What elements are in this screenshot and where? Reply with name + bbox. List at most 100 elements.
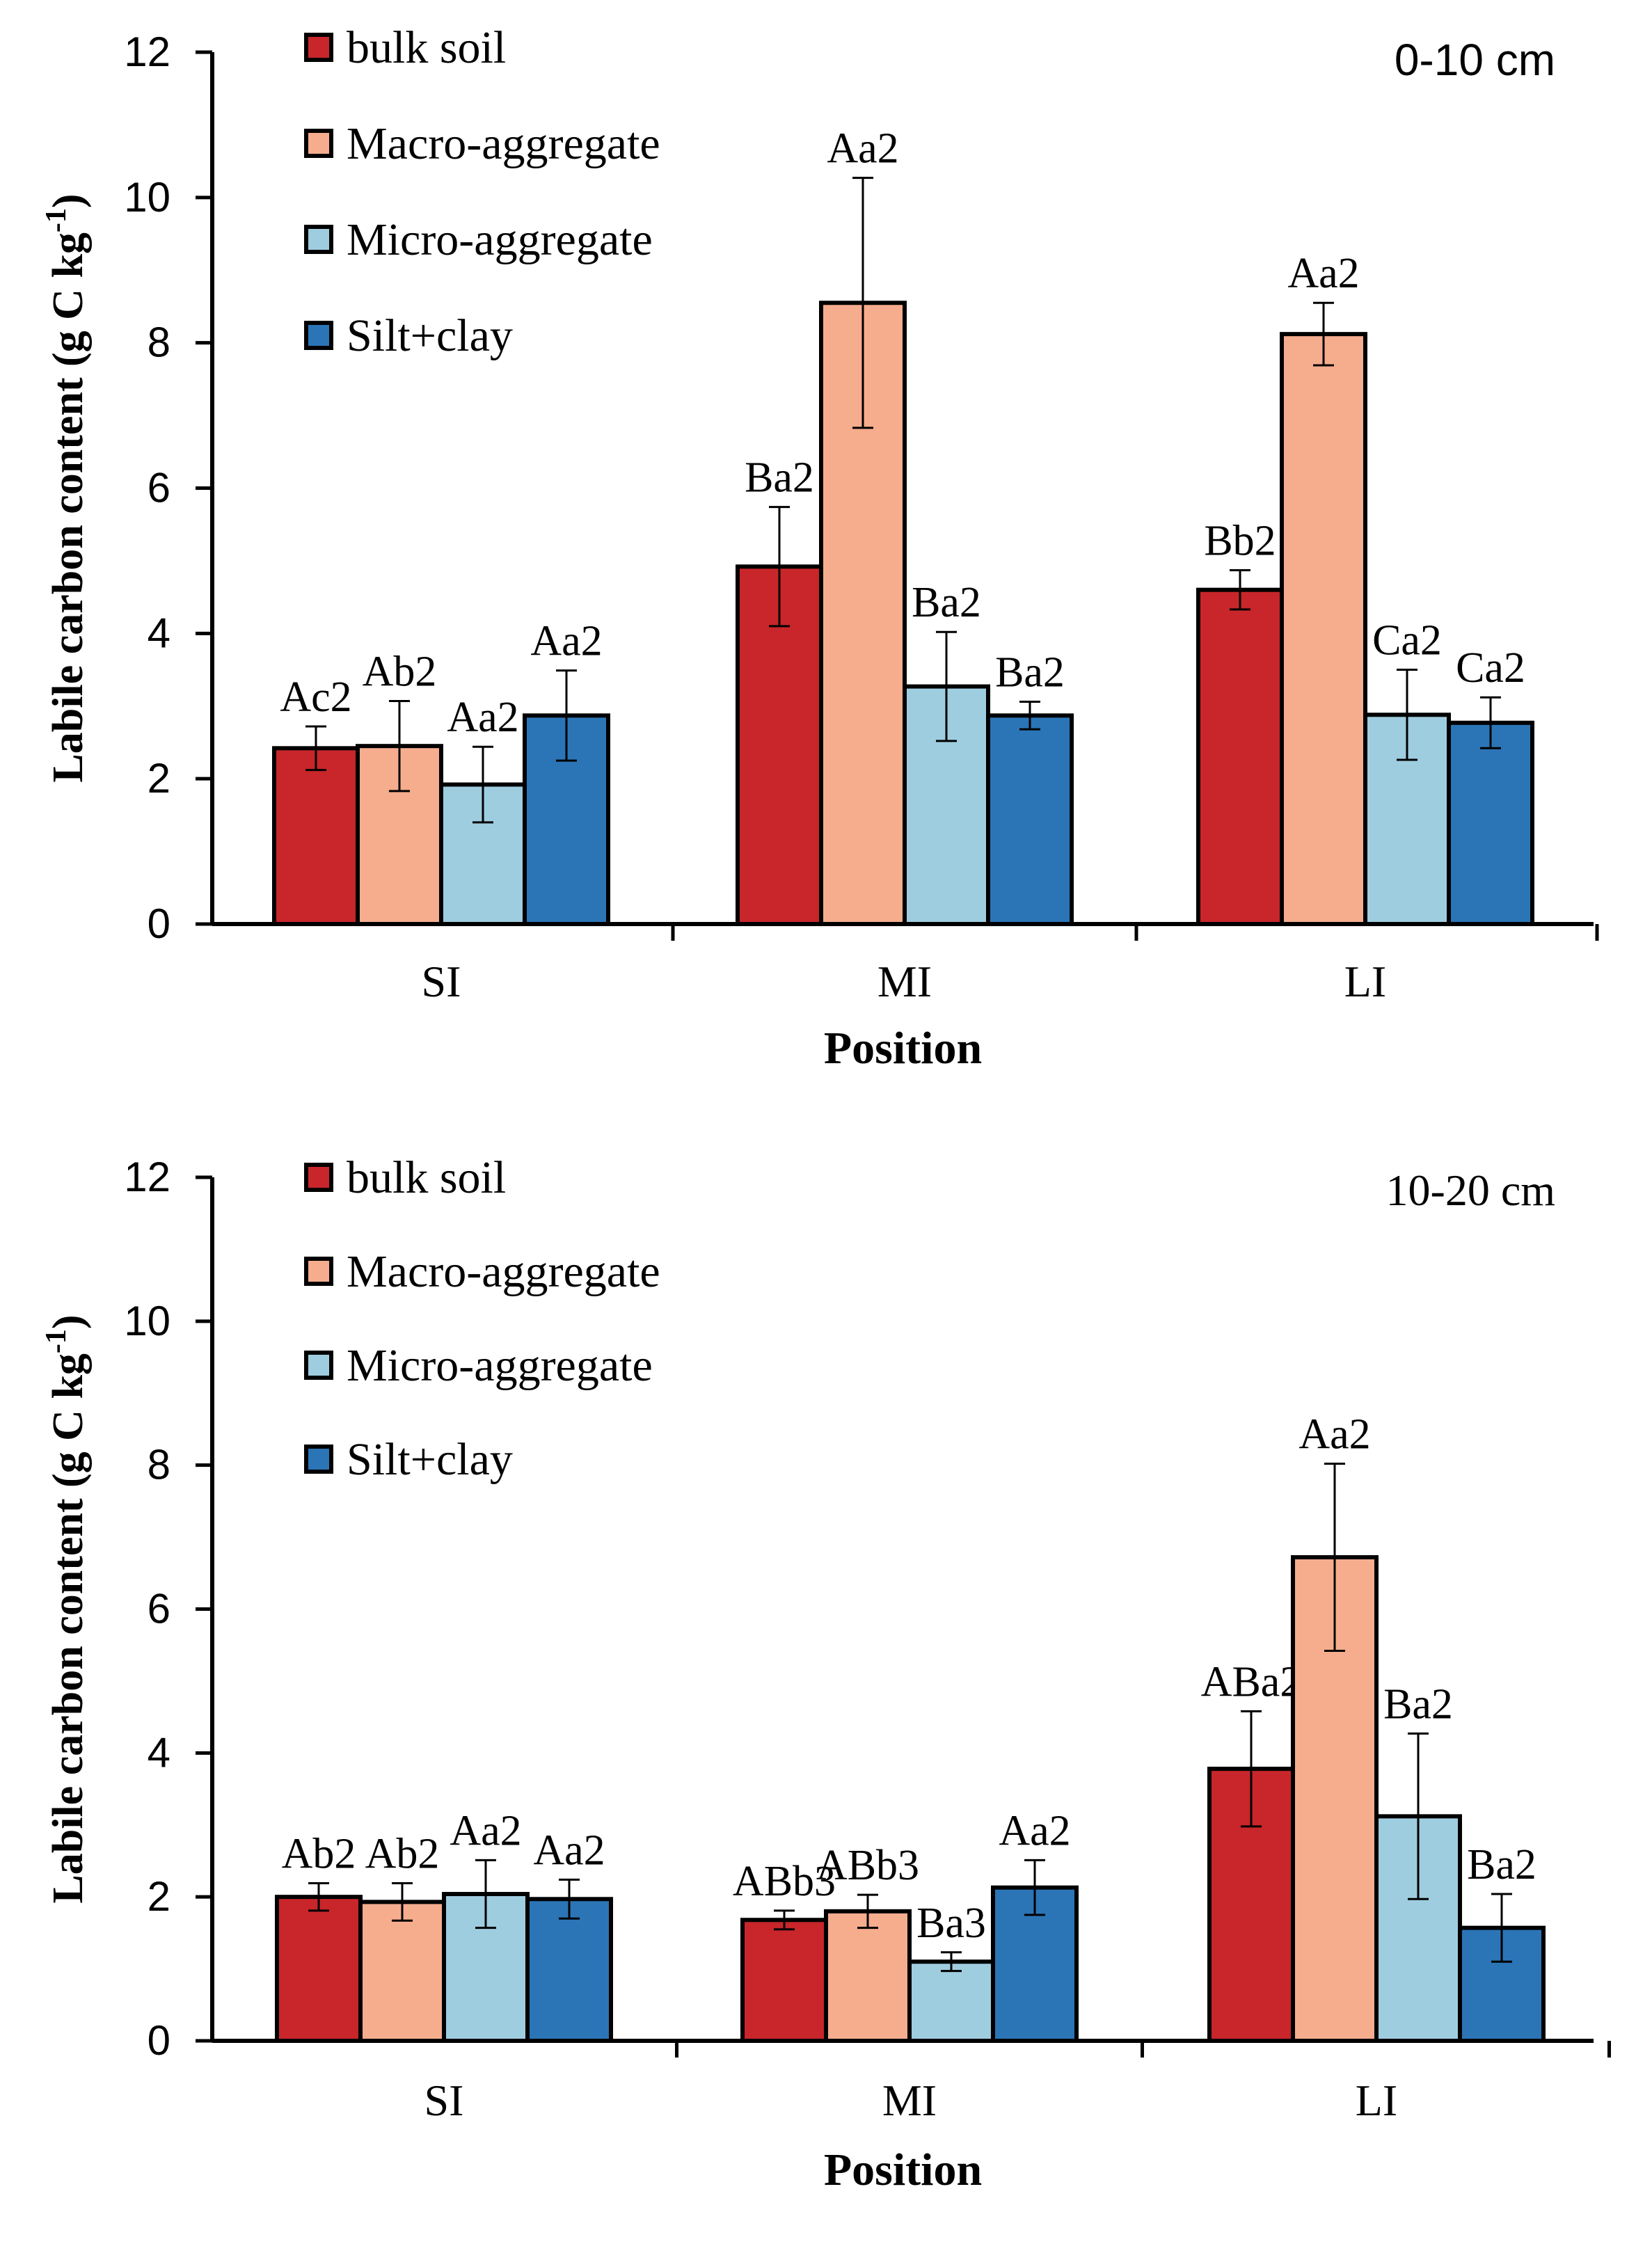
y-tick-label: 2: [148, 755, 170, 802]
x-tick-label: MI: [877, 957, 932, 1006]
bar-macro-aggregate-si: [358, 1900, 446, 2043]
legend-swatch: [304, 321, 333, 350]
significance-label: Ac2: [280, 674, 351, 721]
error-bar: [1491, 1893, 1512, 1963]
legend-swatch: [304, 33, 333, 62]
bar-macro-aggregate-mi: [824, 1909, 912, 2044]
bar-silt-clay-li: [1447, 720, 1534, 927]
significance-label: Aa2: [533, 1827, 605, 1874]
legend-swatch: [304, 1445, 333, 1474]
significance-label: Ba2: [1467, 1841, 1536, 1888]
x-tick-label: SI: [422, 957, 461, 1006]
bar-micro-aggregate-mi: [907, 1959, 995, 2044]
bar-bulk-soil-li: [1207, 1767, 1295, 2043]
x-tick-label: LI: [1344, 957, 1386, 1006]
y-tick-label: 4: [148, 1729, 170, 1776]
y-tick-label: 0: [148, 900, 170, 947]
error-bar: [559, 1878, 580, 1920]
legend-label: Micro-aggregate: [347, 1340, 653, 1391]
significance-label: ABa2: [1201, 1658, 1302, 1705]
significance-label: ABb3: [816, 1842, 919, 1889]
error-bar: [1408, 1732, 1429, 1900]
significance-label: Ba2: [995, 648, 1065, 696]
bar-bulk-soil-si: [272, 746, 360, 926]
significance-label: Aa2: [1298, 1411, 1370, 1458]
chart-panel-1: Ab2 ABb3 ABa2 Ab2 ABb3 Aa2 Aa2 Ba3 Ba2 Aa2 Aa2 Ba2 0…: [40, 1152, 1611, 2195]
error-bar: [392, 1882, 413, 1922]
y-axis-label: Labile carbon content (g C kg-1): [40, 1314, 92, 1903]
significance-label: Aa2: [999, 1807, 1070, 1854]
x-axis-label: Position: [824, 2144, 982, 2195]
error-bar: [472, 745, 493, 824]
y-tick-label: 10: [124, 1298, 170, 1344]
x-tick-label: SI: [424, 2076, 464, 2125]
significance-label: Aa2: [827, 125, 898, 173]
error-bar: [1480, 696, 1501, 749]
error-bar: [1024, 1859, 1045, 1916]
bar-bulk-soil-li: [1196, 587, 1284, 927]
x-tick-label: LI: [1356, 2076, 1397, 2125]
significance-label: Ab2: [365, 1831, 440, 1878]
y-tick-label: 6: [148, 1586, 170, 1632]
y-tick-label: 12: [124, 1154, 170, 1200]
significance-label: Ca2: [1456, 644, 1525, 692]
error-bar: [936, 630, 957, 742]
error-bar: [1397, 669, 1417, 761]
significance-label: Aa2: [1287, 250, 1359, 297]
y-tick-label: 6: [148, 465, 170, 511]
y-tick-label: 2: [148, 1873, 170, 1920]
x-axis-label: Position: [824, 1023, 982, 1074]
legend-swatch: [304, 225, 333, 254]
y-tick-label: 10: [124, 174, 170, 221]
error-bar: [1230, 568, 1250, 611]
legend: bulk soil Macro-aggregate Micro-aggregate S…: [304, 22, 660, 361]
bar-macro-aggregate-li: [1280, 332, 1367, 926]
legend-swatch: [304, 1351, 333, 1380]
chart-title: 0-10 cm: [1395, 35, 1555, 85]
error-bar: [941, 1951, 962, 1973]
bar-bulk-soil-mi: [740, 1918, 828, 2044]
significance-label: Ba2: [745, 454, 814, 502]
significance-label: Ab2: [363, 648, 437, 695]
error-bar: [1313, 301, 1334, 367]
significance-label: Ba3: [916, 1900, 986, 1947]
error-bar: [852, 177, 873, 429]
significance-label: Aa2: [447, 694, 518, 741]
significance-label: Ba2: [912, 579, 981, 626]
chart-title: 10-20 cm: [1386, 1165, 1556, 1215]
legend-label: Macro-aggregate: [347, 118, 660, 169]
error-bar: [475, 1859, 496, 1929]
legend-label: Silt+clay: [347, 310, 513, 361]
legend: bulk soil Macro-aggregate Micro-aggregate S…: [304, 1152, 660, 1485]
error-bar: [1241, 1710, 1262, 1828]
bar-silt-clay-si: [525, 1897, 613, 2044]
significance-label: Aa2: [450, 1807, 521, 1854]
bar-silt-clay-mi: [986, 713, 1074, 927]
significance-label: Bb2: [1204, 517, 1276, 564]
error-bar: [308, 1882, 329, 1912]
error-bar: [857, 1893, 878, 1929]
error-bar: [556, 669, 577, 762]
legend-label: bulk soil: [347, 1152, 506, 1203]
y-tick-label: 8: [148, 1442, 170, 1488]
y-tick-label: 12: [124, 29, 170, 75]
significance-label: Ba2: [1383, 1680, 1453, 1728]
error-bar: [389, 699, 410, 793]
error-bar: [305, 725, 326, 772]
y-tick-label: 4: [148, 610, 170, 656]
legend-label: Macro-aggregate: [347, 1246, 660, 1297]
y-tick-label: 8: [148, 319, 170, 366]
significance-label: ABb3: [733, 1858, 836, 1905]
legend-swatch: [304, 1257, 333, 1286]
bar-bulk-soil-si: [275, 1895, 363, 2044]
error-bar: [1324, 1463, 1345, 1652]
legend-label: Micro-aggregate: [347, 214, 653, 265]
significance-label: Aa2: [530, 618, 602, 665]
x-tick-label: MI: [882, 2076, 937, 2125]
error-bar: [1019, 700, 1040, 731]
legend-swatch: [304, 1163, 333, 1192]
y-axis-label: Labile carbon content (g C kg-1): [40, 193, 92, 782]
significance-label: Ca2: [1372, 617, 1442, 665]
